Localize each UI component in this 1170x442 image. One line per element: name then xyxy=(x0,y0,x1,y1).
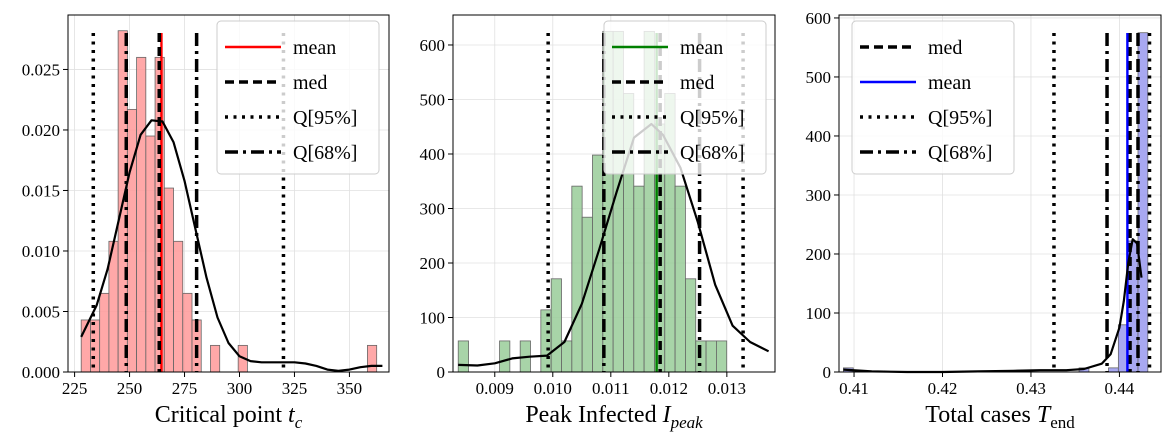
legend-label: Q[95%] xyxy=(928,107,992,129)
y-tick-label: 0 xyxy=(823,363,832,382)
histogram-bar xyxy=(571,185,583,373)
histogram-bar xyxy=(499,340,511,373)
histogram-bar xyxy=(633,185,645,373)
histogram-bar xyxy=(705,340,717,373)
x-tick-label: 0.010 xyxy=(534,379,572,398)
histogram-bar xyxy=(145,135,156,373)
histogram-bar xyxy=(210,344,221,373)
y-tick-label: 600 xyxy=(420,36,446,55)
legend: mean med Q[95%] Q[68%] xyxy=(603,20,767,175)
legend-label: med xyxy=(680,72,714,94)
x-tick-label: 0.44 xyxy=(1105,379,1135,398)
kde-curve xyxy=(458,122,770,367)
x-axis-label: Peak Infected Ipeak xyxy=(525,402,703,432)
x-axis-label: Critical point tc xyxy=(155,402,303,432)
legend-label: mean xyxy=(680,37,723,59)
y-tick-label: 200 xyxy=(806,245,832,264)
histogram-bar xyxy=(182,292,193,373)
histogram-bar xyxy=(457,340,469,373)
y-tick-label: 0.025 xyxy=(22,60,60,79)
axes-frame xyxy=(452,14,776,373)
histogram-bar xyxy=(367,344,378,373)
y-tick-label: 100 xyxy=(420,308,446,327)
histogram-bar xyxy=(674,185,686,373)
axes-frame xyxy=(67,14,390,373)
histogram-bar xyxy=(716,340,728,373)
legend-label: med xyxy=(293,72,327,94)
x-tick-label: 225 xyxy=(62,379,88,398)
x-tick-label: 275 xyxy=(172,379,198,398)
x-tick-label: 0.41 xyxy=(839,379,869,398)
x-tick-label: 300 xyxy=(227,379,253,398)
histogram-bar xyxy=(173,240,184,373)
x-tick-label: 0.012 xyxy=(650,379,688,398)
kde-curve xyxy=(80,119,383,372)
legend-label: Q[68%] xyxy=(680,142,744,164)
legend-label: Q[95%] xyxy=(293,107,357,129)
y-tick-label: 200 xyxy=(420,254,446,273)
y-tick-label: 300 xyxy=(806,186,832,205)
histogram-bar xyxy=(90,319,101,373)
total-cases-panel: 0.41 0.42 0.43 0.44 0 100 200 300 400 500 600 Total… xyxy=(806,9,1162,432)
x-tick-label: 325 xyxy=(282,379,308,398)
x-tick-label: 0.009 xyxy=(476,379,514,398)
y-tick-label: 0.010 xyxy=(22,242,60,261)
histogram-bar xyxy=(126,108,137,373)
legend-box xyxy=(603,20,767,175)
legend: mean med Q[95%] Q[68%] xyxy=(216,20,380,175)
histogram-bar xyxy=(1108,367,1119,373)
legend-label: med xyxy=(928,37,962,59)
y-tick-label: 0.020 xyxy=(22,121,60,140)
critical-point-panel: 225 250 275 300 325 350 0.000 0.005 0.010 0.015 0.… xyxy=(22,14,390,432)
y-tick-label: 0.000 xyxy=(22,363,60,382)
histogram-bar xyxy=(550,278,562,373)
x-tick-label: 350 xyxy=(337,379,363,398)
legend-label: Q[68%] xyxy=(293,142,357,164)
y-tick-label: 400 xyxy=(420,145,446,164)
legend: med mean Q[95%] Q[68%] xyxy=(851,20,1015,175)
histogram-bar xyxy=(136,56,147,373)
histogram-bar xyxy=(561,340,573,373)
legend-box xyxy=(851,20,1015,175)
legend-label: mean xyxy=(928,72,971,94)
y-tick-label: 300 xyxy=(420,199,446,218)
y-tick-label: 500 xyxy=(420,90,446,109)
y-tick-label: 400 xyxy=(806,127,832,146)
y-tick-label: 0.005 xyxy=(22,302,60,321)
legend-label: Q[68%] xyxy=(928,142,992,164)
y-tick-label: 500 xyxy=(806,68,832,87)
legend-box xyxy=(216,20,380,175)
y-tick-label: 0 xyxy=(437,363,446,382)
histogram-bar xyxy=(685,278,697,373)
histogram-bar xyxy=(99,292,110,373)
x-tick-label: 0.42 xyxy=(928,379,958,398)
legend-label: mean xyxy=(293,37,336,59)
x-tick-label: 250 xyxy=(117,379,143,398)
histogram-bar xyxy=(163,187,174,373)
legend-label: Q[95%] xyxy=(680,107,744,129)
y-tick-label: 600 xyxy=(806,9,832,28)
x-tick-label: 0.43 xyxy=(1016,379,1046,398)
y-tick-label: 0.015 xyxy=(22,181,60,200)
x-axis-label: Total cases Tend xyxy=(925,402,1075,432)
axes-frame xyxy=(838,14,1162,373)
y-tick-label: 100 xyxy=(806,304,832,323)
peak-infected-panel: 0.009 0.010 0.011 0.012 0.013 0 100 200 300 400 50… xyxy=(420,14,776,432)
x-tick-label: 0.013 xyxy=(708,379,746,398)
x-tick-label: 0.011 xyxy=(592,379,630,398)
